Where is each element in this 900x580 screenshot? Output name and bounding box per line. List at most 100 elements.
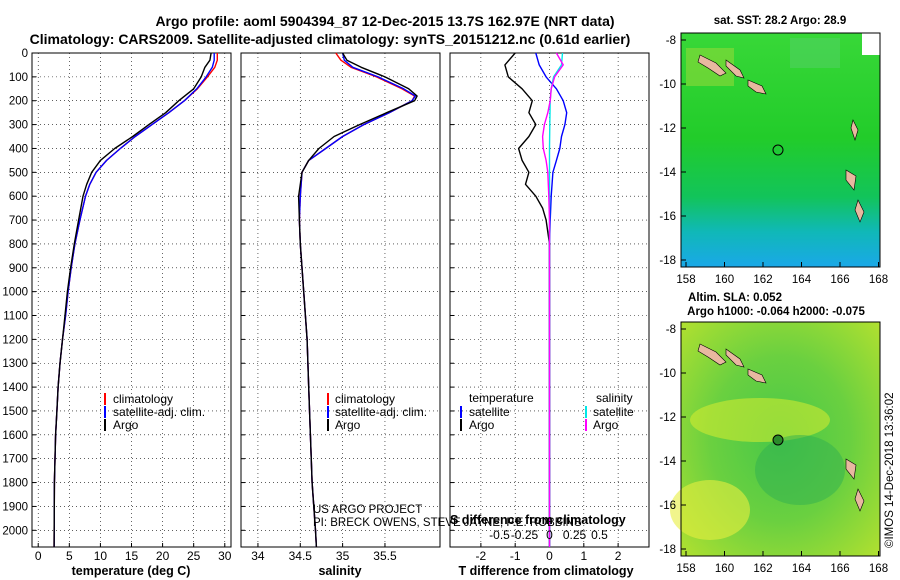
depth-tick-label: 1200 [2,334,28,346]
map-y-tick-label: -16 [659,211,676,223]
legend-label: satellite-adj. clim. [113,405,205,419]
map-x-tick-label: 168 [869,563,888,575]
profile-line-salinity-satellite [548,52,564,547]
depth-tick-label: 1700 [2,454,28,466]
map-y-tick-label: -8 [666,35,676,47]
legend-mark-argo [327,419,329,431]
map-y-tick-label: -16 [659,500,676,512]
depth-tick-label: 300 [9,120,28,132]
profile-line-temperature-satellite [535,52,568,547]
legend-label: satellite [593,405,634,419]
sst-map-title: sat. SST: 28.2 Argo: 28.9 [714,15,847,27]
island-shape [697,343,727,366]
map-y-tick-label: -14 [659,167,676,179]
legend-title-temperature: temperature [469,391,534,405]
sst-map [680,32,881,268]
footer-credit: ©IMOS 14-Dec-2018 13:36:02 [884,392,896,548]
legend-label: Argo [469,418,495,432]
x-tick-label: 34 [251,549,265,563]
map-x-tick-label: 164 [792,274,812,286]
argo-float-marker [772,144,784,156]
legend-mark-t-satellite [460,406,462,418]
map-x-tick-label: 160 [715,274,734,286]
map-y-tick-label: -18 [659,544,676,556]
salinity-axis-label: salinity [318,564,361,578]
depth-tick-label: 1100 [3,311,28,323]
island-shape [845,458,857,480]
sla-map-title-2: Argo h1000: -0.064 h2000: -0.075 [687,306,865,318]
map-y-tick-label: -14 [659,456,676,468]
x-tick-label: 20 [156,549,170,563]
depth-tick-label: 1400 [2,382,28,394]
island-shape [854,488,865,512]
legend-mark-satellite [327,406,329,418]
title-line-2: Climatology: CARS2009. Satellite-adjuste… [30,31,631,47]
legend-title-salinity: salinity [596,391,633,405]
legend-label: satellite-adj. clim. [335,405,427,419]
sla-high-band [670,480,750,540]
legend-mark-climatology [327,393,329,405]
island-shape [850,119,859,141]
depth-tick-label: 1900 [2,501,28,513]
map-y-tick-label: -18 [659,255,676,267]
credit-line-1: US ARGO PROJECT [313,504,422,516]
island-shape [854,199,865,223]
legend-label: satellite [469,405,510,419]
s-tick-label: -0.25 [511,528,539,542]
depth-tick-label: 1600 [2,430,28,442]
s-difference-ticks: -0.5 -0.25 0 0.25 0.5 [489,528,608,542]
sla-low-band [755,435,845,505]
grid [32,52,649,547]
map-x-tick-label: 162 [753,274,772,286]
x-tick-label: 0 [546,549,553,563]
map-x-tick-label: 160 [715,563,734,575]
depth-tick-label: 700 [9,215,28,227]
profile-line-satellite-adj-clim- [53,53,215,548]
legend-mark-t-argo [460,419,462,431]
map-x-tick-label: 164 [792,563,812,575]
s-tick-label: 0 [546,528,553,542]
temperature-axis-label: temperature (deg C) [72,564,191,578]
x-tick-label: 5 [66,549,73,563]
profile-line-climatology [53,53,219,548]
difference-legend: temperature satellite Argo salinity sate… [460,391,634,432]
sla-map-frame [680,321,881,557]
sla-high-band [690,398,830,442]
s-tick-label: 0.25 [563,528,587,542]
legend-mark-s-argo [585,419,587,431]
sst-map-frame [680,32,881,268]
sla-map [670,321,881,557]
island-shape [845,169,857,191]
legend-mark-climatology [104,393,106,405]
depth-tick-label: 0 [22,48,28,60]
island-shape [725,59,745,79]
depth-tick-label: 400 [9,143,28,155]
depth-axis: 0 100 200 300 400 500 600 700 800 900 1000 1100 1200… [2,48,28,537]
profile-line-argo [53,52,212,548]
x-tick-label: 34.5 [289,549,313,563]
temperature-panel [31,52,232,548]
x-tick-label: 25 [187,549,201,563]
x-tick-label: 15 [125,549,139,563]
map-y-tick-label: -10 [659,368,676,380]
island-shape [747,79,767,95]
legend-label: Argo [335,418,361,432]
x-tick-label: 10 [94,549,108,563]
profile-line-satellite-adj-clim- [298,52,417,548]
profile-lines [53,52,568,548]
profile-line-salinity-argo [541,52,564,547]
argo-float-marker [772,434,784,446]
depth-tick-label: 900 [9,263,28,275]
depth-tick-label: 1800 [2,478,28,490]
s-tick-label: -0.5 [489,528,510,542]
x-tick-label: -2 [476,549,487,563]
depth-tick-label: 1500 [2,406,28,418]
depth-tick-label: 800 [9,239,28,251]
sst-missing-patch [862,33,880,55]
x-tick-label: 35.5 [373,549,397,563]
legend-label: Argo [593,418,619,432]
legend-mark-s-satellite [585,406,587,418]
island-shape [747,368,767,384]
